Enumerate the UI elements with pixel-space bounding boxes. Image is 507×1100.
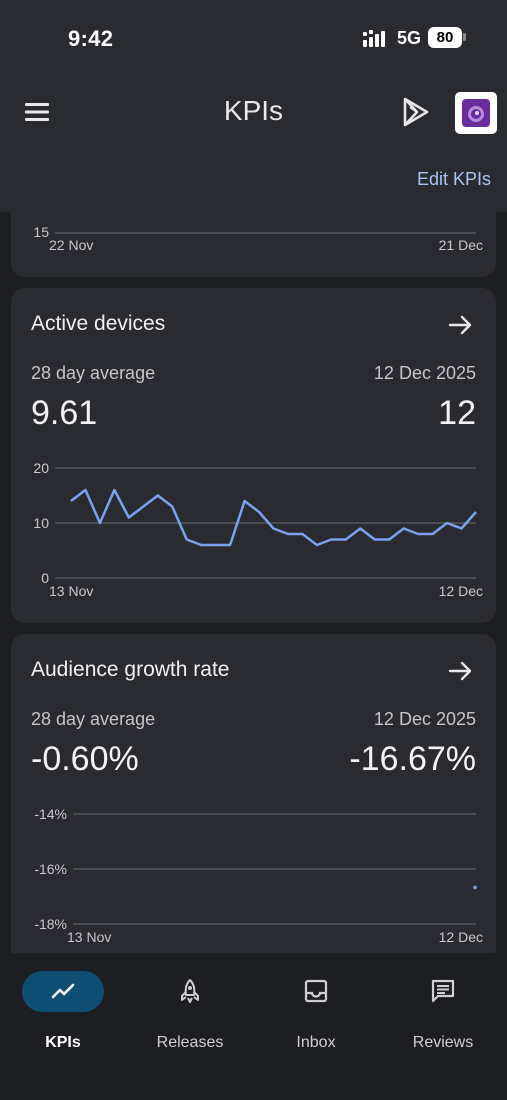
nav-item-kpis[interactable]: KPIs [0, 969, 126, 1051]
active-devices-card[interactable]: Active devices 28 day average 12 Dec 202… [11, 288, 496, 623]
page-title: KPIs [223, 95, 284, 126]
arrow-right-icon[interactable] [448, 314, 474, 336]
data-point [473, 885, 477, 890]
date-value: -16.67% [349, 740, 476, 778]
arrow-right-icon[interactable] [448, 660, 474, 682]
y-tick-label: -14% [34, 806, 67, 822]
app-logo [462, 99, 490, 127]
signal-icon [363, 30, 385, 47]
y-tick-label: -18% [34, 916, 67, 932]
y-tick-label: 20 [33, 460, 49, 476]
date-label: 12 Dec 2025 [373, 363, 476, 383]
inbox-icon [304, 979, 328, 1003]
date-value: 12 [438, 394, 476, 432]
previous-kpi-chart: 15 22 Nov 21 Dec [33, 224, 483, 253]
nav-label: Inbox [296, 1034, 336, 1051]
y-tick-label: -16% [34, 861, 67, 877]
card-title: Active devices [31, 312, 166, 335]
nav-item-inbox[interactable]: Inbox [253, 969, 379, 1051]
battery-indicator: 80 [428, 27, 462, 48]
average-label: 28 day average [31, 709, 156, 729]
x-tick-label: 22 Nov [49, 237, 93, 253]
app-header: 9:42 5G 80 KPIs [0, 0, 507, 212]
nav-item-releases[interactable]: Releases [127, 969, 253, 1051]
nav-label: Reviews [412, 1034, 474, 1051]
status-bar: 9:42 5G 80 [0, 0, 507, 70]
x-tick-label: 13 Nov [49, 583, 93, 599]
date-label: 12 Dec 2025 [373, 709, 476, 729]
average-label: 28 day average [31, 363, 156, 383]
average-value: -0.60% [31, 740, 139, 778]
network-type: 5G [397, 28, 422, 48]
bottom-navigation: KPIs Releases Inbox Reviews [0, 953, 507, 1100]
x-tick-label: 13 Nov [67, 929, 111, 945]
status-time: 9:42 [68, 26, 114, 51]
battery-nub [463, 33, 466, 41]
x-tick-label: 12 Dec [439, 583, 483, 599]
audience-growth-card[interactable]: Audience growth rate 28 day average 12 D… [11, 634, 496, 964]
reviews-icon [431, 979, 455, 1003]
x-tick-label: 12 Dec [439, 929, 483, 945]
x-tick-label: 21 Dec [439, 237, 483, 253]
app-logo-icon [468, 106, 484, 122]
app-avatar[interactable] [455, 92, 497, 134]
battery-level: 80 [436, 29, 454, 46]
audience-growth-chart: -14% -16% -18% 13 Nov 12 Dec [34, 806, 483, 945]
y-tick-label: 0 [41, 570, 49, 586]
active-devices-chart: 20 10 0 13 Nov 12 Dec [33, 460, 483, 599]
nav-label: KPIs [45, 1034, 81, 1051]
rocket-icon [181, 979, 199, 1003]
series-line [70, 488, 477, 547]
edit-kpis-link[interactable]: Edit KPIs [416, 169, 491, 189]
nav-label: Releases [156, 1034, 224, 1051]
previous-kpi-card[interactable]: 15 22 Nov 21 Dec [11, 212, 496, 277]
y-tick-label: 10 [33, 515, 49, 531]
average-value: 9.61 [31, 394, 98, 432]
nav-item-reviews[interactable]: Reviews [380, 969, 506, 1051]
play-console-icon[interactable] [398, 95, 432, 129]
trending-up-icon [51, 983, 75, 999]
menu-icon[interactable] [22, 98, 52, 126]
y-tick-label: 15 [33, 224, 49, 240]
card-title: Audience growth rate [31, 658, 230, 681]
